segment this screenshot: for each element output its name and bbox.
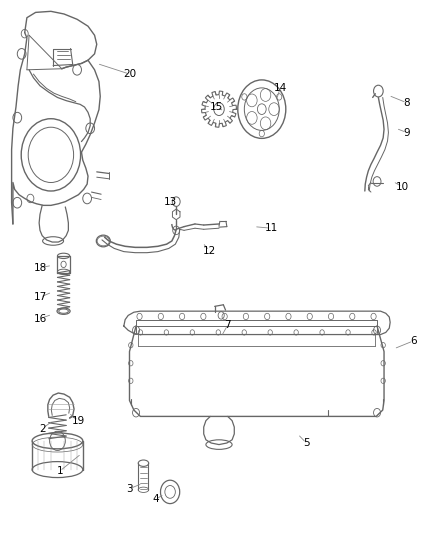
Text: 8: 8 <box>403 98 410 108</box>
Text: 10: 10 <box>396 182 409 192</box>
Text: 3: 3 <box>126 484 133 494</box>
Text: 13: 13 <box>163 197 177 207</box>
Text: 20: 20 <box>123 69 136 79</box>
Text: 2: 2 <box>39 424 46 434</box>
Text: 18: 18 <box>33 263 46 272</box>
Text: 7: 7 <box>224 320 231 330</box>
Text: 12: 12 <box>203 246 216 255</box>
Text: 17: 17 <box>33 292 46 302</box>
Text: 9: 9 <box>403 127 410 138</box>
Text: 1: 1 <box>57 466 63 476</box>
Text: 5: 5 <box>303 438 310 448</box>
Text: 11: 11 <box>265 223 278 233</box>
Text: 4: 4 <box>152 494 159 504</box>
Text: 6: 6 <box>410 336 417 346</box>
Text: 19: 19 <box>72 416 85 426</box>
Text: 14: 14 <box>273 83 287 93</box>
Text: 15: 15 <box>210 102 223 112</box>
Text: 16: 16 <box>33 313 46 324</box>
